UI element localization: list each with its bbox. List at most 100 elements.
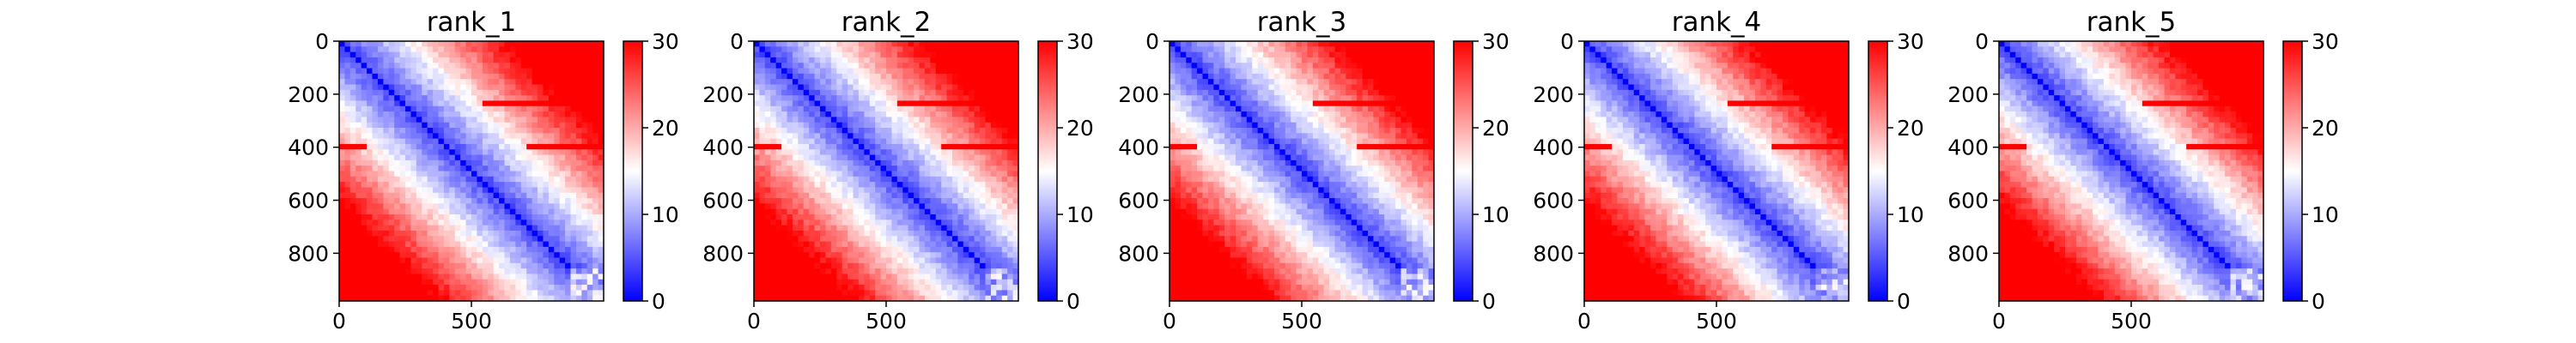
heatmap-cell [355,149,362,156]
heatmap-cell [520,192,527,199]
heatmap-cell [853,198,860,204]
heatmap-cell [422,241,428,248]
heatmap-cell [952,159,959,166]
heatmap-cell [781,192,788,199]
heatmap-cell [427,236,434,243]
heatmap-cell [946,279,953,286]
heatmap-cell [482,187,489,194]
heatmap-cell [488,159,495,166]
heatmap-cell [1417,51,1424,58]
heatmap-cell [946,143,953,150]
heatmap-cell [996,187,1003,194]
heatmap-cell [422,154,428,161]
heatmap-cell [433,89,440,96]
heatmap-cell [1001,105,1008,112]
heatmap-cell [914,111,920,117]
heatmap-cell [493,138,500,145]
heatmap-cell [919,208,926,215]
heatmap-cell [565,63,572,69]
heatmap-cell [570,154,577,161]
heatmap-cell [841,57,848,63]
heatmap-cell [963,187,969,194]
heatmap-cell [559,274,566,280]
heatmap-cell [875,252,882,259]
heatmap-cell [438,246,445,253]
heatmap-cell [367,171,374,178]
heatmap-cell [830,279,837,286]
heatmap-cell [1007,57,1014,63]
heatmap-cell [764,154,771,161]
heatmap-cell [460,41,467,47]
heatmap-cell [399,100,406,107]
heatmap-cell [880,225,887,232]
heatmap-cell [952,290,959,297]
heatmap-cell [908,171,914,178]
heatmap-cell [532,208,538,215]
heatmap-cell [985,171,992,178]
heatmap-cell [820,252,827,259]
heatmap-cell [477,198,483,204]
heatmap-cell [1246,68,1253,75]
heatmap-cell [825,73,832,80]
heatmap-cell [344,41,351,47]
heatmap-cell [438,187,445,194]
heatmap-cell [1362,57,1369,63]
heatmap-cell [886,257,893,264]
heatmap-cell [836,128,843,134]
heatmap-cell [908,51,914,58]
heatmap-cell [438,128,445,134]
heatmap-cell [974,274,981,280]
heatmap-cell [349,262,356,269]
heatmap-cell [433,73,440,80]
heatmap-cell [449,182,456,189]
heatmap-cell [377,241,384,248]
heatmap-cell [836,225,843,232]
heatmap-cell [886,138,893,145]
heatmap-cell [477,295,483,301]
heatmap-cell [891,68,898,75]
heatmap-cell [493,143,500,150]
heatmap-cell [754,143,761,150]
heatmap-cell [532,252,538,259]
heatmap-cell [770,290,777,297]
heatmap-cell [858,262,865,269]
heatmap-cell [399,154,406,161]
heatmap-cell [1329,51,1336,58]
heatmap-cell [908,285,914,291]
heatmap-cell [349,133,356,140]
heatmap-cell [383,149,390,156]
heatmap-cell [781,208,788,215]
heatmap-cell [361,214,368,220]
heatmap-cell [493,68,500,75]
heatmap-cell [864,122,871,129]
heatmap-cell [814,51,821,58]
heatmap-cell [875,262,882,269]
heatmap-cell [526,279,533,286]
heatmap-cell [990,295,997,301]
heatmap-cell [814,225,821,232]
heatmap-cell [902,262,909,269]
heatmap-cell [798,154,805,161]
heatmap-cell [349,149,356,156]
heatmap-cell [499,79,506,86]
heatmap-cell [1001,63,1008,69]
heatmap-cell [355,208,362,215]
heatmap-cell [349,176,356,183]
heatmap-cell [477,268,483,275]
heatmap-cell [355,187,362,194]
heatmap-cell [349,230,356,237]
heatmap-cell [1384,41,1391,47]
heatmap-cell [538,262,544,269]
heatmap-cell [422,159,428,166]
heatmap-cell [803,187,810,194]
heatmap-cell [858,89,865,96]
heatmap-cell [792,192,799,199]
heatmap-cell [586,257,593,264]
heatmap-cell [410,79,417,86]
heatmap-cell [935,133,942,140]
heatmap-cell [438,279,445,286]
heatmap-cell [919,295,926,301]
heatmap-cell [410,95,417,102]
heatmap-cell [896,46,903,53]
heatmap-cell [798,122,805,129]
